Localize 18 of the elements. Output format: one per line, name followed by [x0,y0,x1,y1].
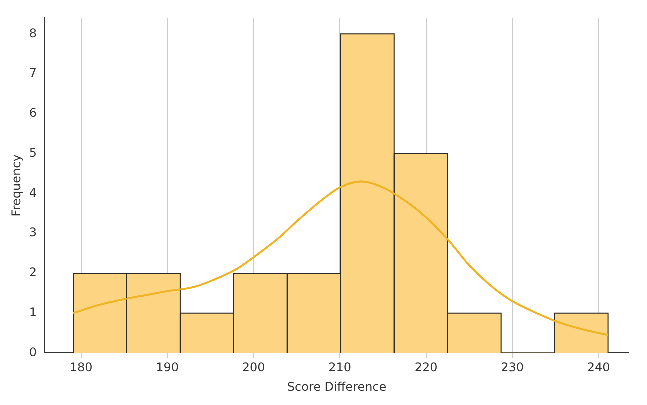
y-tick-label: 5 [29,146,38,160]
x-tick-label: 240 [587,360,610,375]
x-tick-label: 180 [70,360,93,375]
x-tick-label: 230 [501,360,524,375]
y-tick-label: 3 [29,226,38,240]
y-tick-label: 1 [29,305,38,320]
x-tick-label: 200 [242,360,266,375]
y-tick-label: 2 [29,266,38,280]
x-axis-title: Score Difference [287,380,387,394]
x-tick-label: 210 [328,360,352,375]
y-tick-label: 0 [29,345,38,360]
x-tick-label: 220 [414,360,438,375]
y-tick-label: 6 [29,106,38,120]
y-axis-title: Frequency [9,154,24,217]
y-tick-label: 7 [29,66,38,80]
y-tick-label: 8 [29,26,38,40]
y-tick-label: 4 [29,186,38,200]
x-tick-label: 190 [156,360,179,375]
